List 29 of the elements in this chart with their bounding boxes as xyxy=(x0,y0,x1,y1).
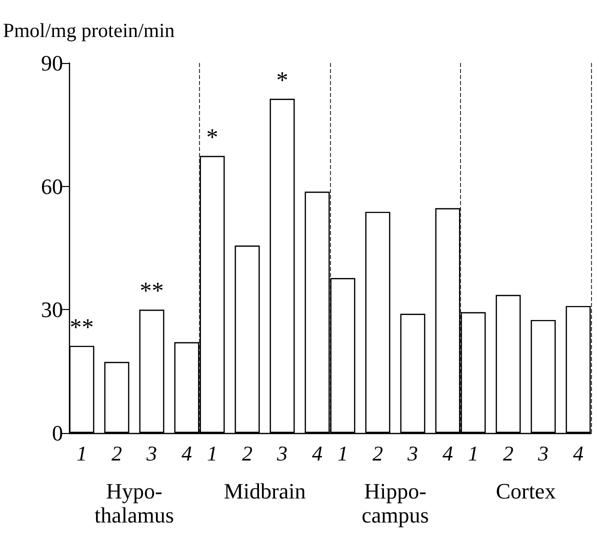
text: 2 xyxy=(503,442,514,466)
text: 2 xyxy=(372,442,383,466)
data-label: ** xyxy=(70,314,94,341)
text: 3 xyxy=(408,442,418,466)
series-label: 1 xyxy=(76,442,87,466)
text: 2 xyxy=(242,442,252,466)
series-label: 2 xyxy=(112,442,122,466)
series-label: 4 xyxy=(182,442,192,466)
y-axis-title: Pmol/mg protein/min xyxy=(3,20,175,42)
x-tick-label: Midbrain xyxy=(224,478,306,504)
x-tick-label: Hypo- thalamus xyxy=(94,478,174,528)
y-tick-label: 90 xyxy=(41,50,63,76)
y-tick-label: 30 xyxy=(41,297,63,322)
text: 4 xyxy=(442,442,453,466)
data-label: * xyxy=(276,68,288,94)
text: 3 xyxy=(277,442,288,466)
y-tick-label: 60 xyxy=(41,174,63,199)
series-label: 3 xyxy=(146,442,157,466)
x-tick-label: Hippo- campus xyxy=(362,478,429,528)
text: 4 xyxy=(573,442,584,466)
text: 1 xyxy=(338,442,348,466)
text: 1 xyxy=(207,442,218,466)
text: 3 xyxy=(538,442,548,466)
data-label: ** xyxy=(140,278,164,305)
text: 1 xyxy=(468,442,478,466)
data-label: * xyxy=(206,124,218,151)
text: 4 xyxy=(312,442,322,466)
y-tick-label: 0 xyxy=(52,420,63,446)
x-tick-label: Cortex xyxy=(496,478,556,504)
